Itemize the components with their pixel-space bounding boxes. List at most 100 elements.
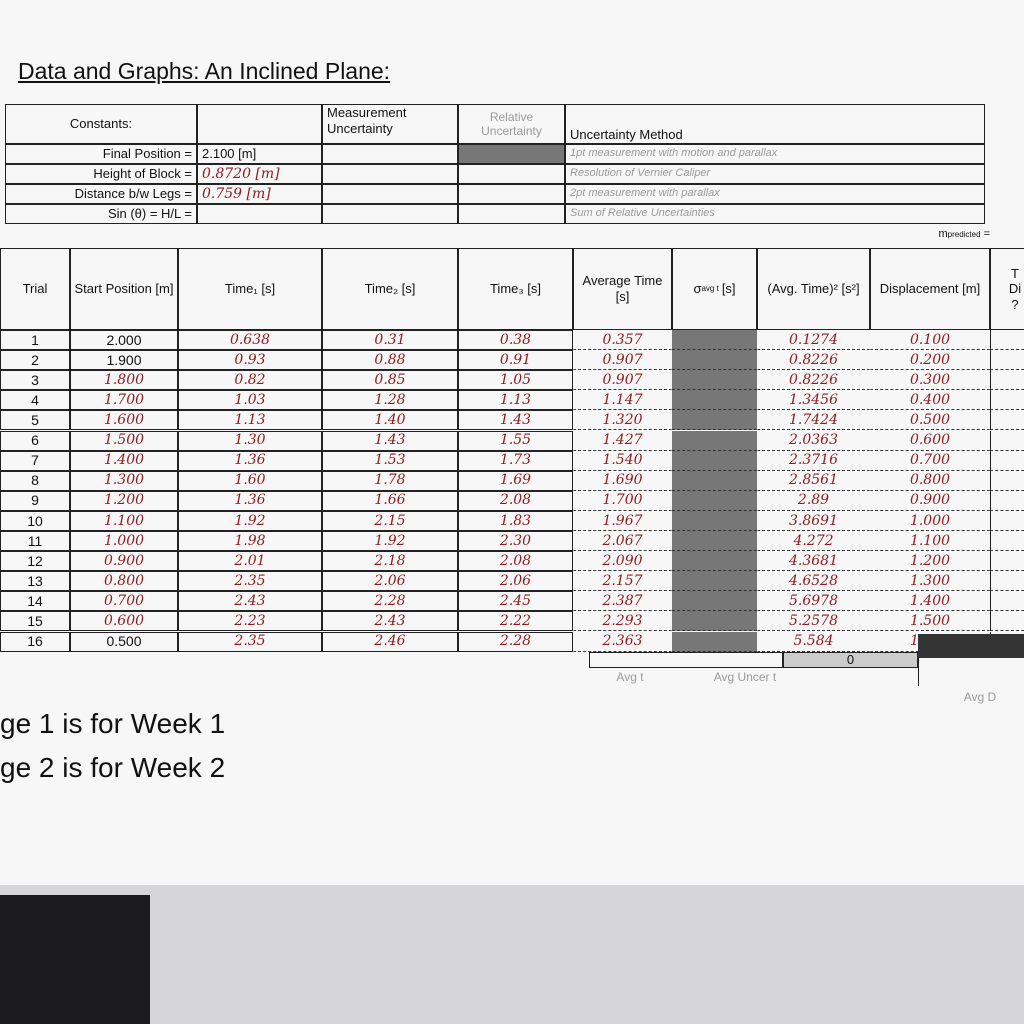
title: Data and Graphs: An Inclined Plane: xyxy=(18,58,391,84)
header-cell: Measurement Uncertainty xyxy=(322,104,458,144)
dark-cell xyxy=(918,633,1024,658)
sigma-cell xyxy=(672,631,757,652)
trial-number: 16 xyxy=(0,631,70,652)
sigma-cell xyxy=(672,430,757,451)
table-cell: 2.45 xyxy=(458,591,573,612)
footer-label: Avg t xyxy=(616,670,644,685)
table-cell: 1.36 xyxy=(178,450,322,471)
extra-cell xyxy=(990,410,1024,431)
text-part: avg t xyxy=(701,284,719,294)
displacement-sum: 0 xyxy=(783,651,918,668)
table-cell: 1.000 xyxy=(870,511,990,531)
table-cell: 1.73 xyxy=(458,450,573,471)
table-cell: 1.700 xyxy=(573,491,672,511)
table-cell: 0.357 xyxy=(573,330,672,351)
trial-number: 5 xyxy=(0,410,70,431)
table-cell: 1.690 xyxy=(573,471,672,491)
table-cell: 0.700 xyxy=(70,591,178,612)
column-header: Start Position [m] xyxy=(70,248,178,330)
constant-value: 0.759 [m] xyxy=(197,184,322,204)
table-cell: 0.82 xyxy=(178,370,322,391)
trial-number: 13 xyxy=(0,571,70,592)
trial-number: 7 xyxy=(0,450,70,471)
trial-number: 11 xyxy=(0,531,70,552)
column-header: σ avg t [s] xyxy=(672,248,757,330)
cell xyxy=(458,204,565,224)
column-header: Trial xyxy=(0,248,70,330)
column-header: Time₃ [s] xyxy=(458,248,573,330)
trial-number: 15 xyxy=(0,611,70,632)
table-cell: 4.3681 xyxy=(757,551,870,572)
table-cell: 0.800 xyxy=(870,471,990,491)
extra-cell xyxy=(990,370,1024,391)
trial-number: 14 xyxy=(0,591,70,612)
constant-label: Final Position = xyxy=(5,144,197,164)
text-part: predicted xyxy=(947,230,981,240)
table-cell: 2.43 xyxy=(178,591,322,612)
table-cell: 2.08 xyxy=(458,551,573,572)
table-cell: 0.31 xyxy=(322,330,458,351)
table-cell: 0.907 xyxy=(573,350,672,371)
table-cell: 2.35 xyxy=(178,631,322,652)
sigma-cell xyxy=(672,350,757,371)
table-cell: 2.46 xyxy=(322,631,458,652)
column-header: (Avg. Time)² [s²] xyxy=(757,248,870,330)
table-cell: 0.400 xyxy=(870,390,990,411)
table-cell: 0.88 xyxy=(322,350,458,371)
extra-cell xyxy=(990,390,1024,411)
table-cell: 0.100 xyxy=(870,330,990,351)
table-cell: 1.98 xyxy=(178,531,322,552)
table-cell: 1.28 xyxy=(322,390,458,411)
table-cell: 1.13 xyxy=(458,390,573,411)
table-cell: 1.400 xyxy=(70,450,178,471)
table-cell: 2.387 xyxy=(573,591,672,612)
trial-number: 10 xyxy=(0,510,70,531)
table-cell: 1.300 xyxy=(870,571,990,592)
table-cell: 1.83 xyxy=(458,510,573,531)
table-cell: 1.100 xyxy=(870,531,990,552)
trial-number: 1 xyxy=(0,330,70,351)
table-cell: 0.500 xyxy=(70,631,178,652)
extra-cell xyxy=(990,450,1024,471)
table-cell: 2.067 xyxy=(573,531,672,552)
sigma-cell xyxy=(672,490,757,511)
table-cell: 1.66 xyxy=(322,490,458,511)
extra-cell xyxy=(990,490,1024,511)
table-cell: 1.03 xyxy=(178,390,322,411)
table-cell: 0.700 xyxy=(870,451,990,471)
table-cell: 1.40 xyxy=(322,410,458,431)
table-cell: 1.300 xyxy=(70,470,178,491)
table-cell: 1.147 xyxy=(573,390,672,411)
table-cell: 1.200 xyxy=(70,490,178,511)
table-cell: 2.157 xyxy=(573,571,672,592)
table-cell: 1.7424 xyxy=(757,410,870,431)
header-cell: Uncertainty Method xyxy=(565,104,985,144)
table-cell: 1.427 xyxy=(573,431,672,451)
table-cell: 2.89 xyxy=(757,491,870,511)
table-cell: 1.78 xyxy=(322,470,458,491)
footer-label: Avg Uncer t xyxy=(713,670,777,685)
table-cell: 0.85 xyxy=(322,370,458,391)
table-cell: 1.55 xyxy=(458,430,573,451)
header-cell xyxy=(197,104,322,144)
table-cell: 0.300 xyxy=(870,370,990,391)
cell xyxy=(458,144,565,164)
text-part: = xyxy=(983,228,990,241)
extra-cell xyxy=(990,591,1024,612)
extra-cell xyxy=(990,470,1024,491)
extra-cell xyxy=(990,611,1024,632)
table-cell: 1.600 xyxy=(70,410,178,431)
cell xyxy=(322,184,458,204)
table-cell: 1.05 xyxy=(458,370,573,391)
constant-value: 0.8720 [m] xyxy=(197,164,322,184)
table-cell: 5.6978 xyxy=(757,591,870,612)
border-line xyxy=(918,657,919,686)
text-part: σ xyxy=(693,281,702,297)
column-header: Displacement [m] xyxy=(870,248,990,330)
table-cell: 0.600 xyxy=(70,611,178,632)
table-cell: 2.15 xyxy=(322,510,458,531)
table-cell: 0.600 xyxy=(870,431,990,451)
note: ge 2 is for Week 2 xyxy=(0,752,226,783)
table-cell: 2.08 xyxy=(458,490,573,511)
